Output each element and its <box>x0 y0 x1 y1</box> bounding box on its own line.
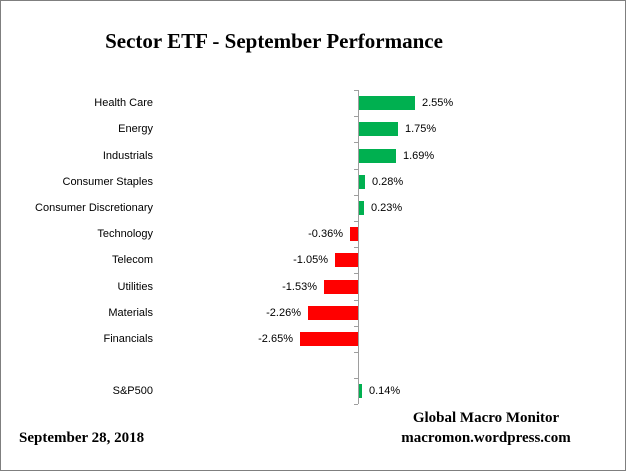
axis-tick <box>354 169 358 170</box>
category-label: Industrials <box>102 150 153 162</box>
category-label: Financials <box>103 333 153 345</box>
bar-health-care <box>359 96 415 110</box>
category-axis-line <box>358 90 359 404</box>
footer-date: September 28, 2018 <box>19 430 145 446</box>
bar-energy <box>359 122 398 136</box>
footer-source-url: macromon.wordpress.com <box>401 430 571 446</box>
axis-tick <box>354 300 358 301</box>
value-label: -0.36% <box>308 228 343 240</box>
axis-tick <box>354 326 358 327</box>
value-label: -2.65% <box>258 333 293 345</box>
bar-consumer-staples <box>359 175 365 189</box>
bar-materials <box>308 306 358 320</box>
axis-tick <box>354 378 358 379</box>
category-label: Health Care <box>94 97 153 109</box>
footer-source-name: Global Macro Monitor <box>412 410 560 426</box>
footer-source: Global Macro Monitor macromon.wordpress.… <box>361 408 611 448</box>
category-label: Technology <box>97 228 153 240</box>
value-label: 0.28% <box>372 176 404 188</box>
axis-tick <box>354 116 358 117</box>
value-label: 1.69% <box>403 150 435 162</box>
bar-utilities <box>324 280 358 294</box>
bar-telecom <box>335 253 358 267</box>
value-label: 1.75% <box>405 123 437 135</box>
value-label: -1.53% <box>282 281 317 293</box>
category-label: Telecom <box>112 254 153 266</box>
axis-tick <box>354 142 358 143</box>
bar-industrials <box>359 149 396 163</box>
category-label: Materials <box>108 307 153 319</box>
bar-financials <box>300 332 358 346</box>
category-label: S&P500 <box>112 385 153 397</box>
axis-tick <box>354 90 358 91</box>
axis-tick <box>354 404 358 405</box>
category-label: Consumer Staples <box>62 176 154 188</box>
value-label: 0.14% <box>369 385 401 397</box>
axis-tick <box>354 247 358 248</box>
value-label: 0.23% <box>371 202 403 214</box>
value-label: 2.55% <box>422 97 454 109</box>
bar-s-p500 <box>359 384 362 398</box>
category-label: Utilities <box>117 281 153 293</box>
category-label: Energy <box>118 123 153 135</box>
axis-tick <box>354 221 358 222</box>
axis-tick <box>354 195 358 196</box>
axis-tick <box>354 352 358 353</box>
bar-technology <box>350 227 358 241</box>
bar-consumer-discretionary <box>359 201 364 215</box>
value-label: -2.26% <box>266 307 301 319</box>
axis-tick <box>354 273 358 274</box>
category-label: Consumer Discretionary <box>35 202 153 214</box>
value-label: -1.05% <box>293 254 328 266</box>
chart-title: Sector ETF - September Performance <box>105 29 443 53</box>
